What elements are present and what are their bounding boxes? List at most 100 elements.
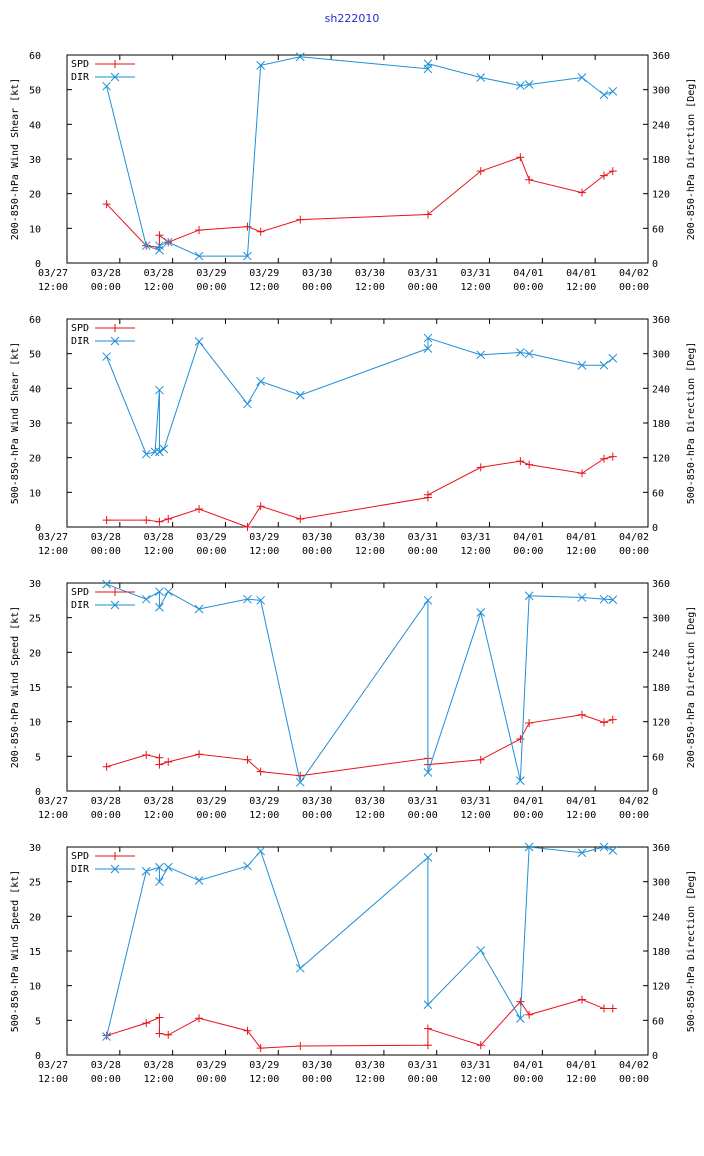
x-tick-date-label: 03/28 [91, 532, 121, 543]
x-tick-date-label: 03/28 [144, 268, 174, 279]
x-tick-time-label: 00:00 [619, 546, 649, 557]
data-point-dir [577, 360, 587, 370]
data-point-spd [516, 457, 525, 466]
right-y-tick-label: 300 [652, 350, 670, 361]
data-point-spd [243, 222, 252, 231]
data-point-dir [524, 842, 534, 852]
right-y-tick-label: 0 [652, 1051, 658, 1062]
left-y-tick-label: 10 [29, 224, 41, 235]
legend-label-spd: SPD [71, 59, 89, 70]
x-tick-time-label: 12:00 [566, 546, 596, 557]
data-point-dir [256, 595, 266, 605]
right-y-tick-label: 240 [652, 912, 670, 923]
x-tick-time-label: 00:00 [513, 546, 543, 557]
left-y-tick-label: 0 [35, 259, 41, 270]
series-line-spd [106, 456, 613, 528]
data-point-dir [141, 241, 151, 251]
data-point-spd [296, 515, 305, 524]
x-tick-date-label: 04/01 [513, 1060, 543, 1071]
data-point-dir [577, 593, 587, 602]
data-point-dir [577, 848, 587, 858]
x-tick-date-label: 04/01 [566, 796, 596, 807]
x-tick-date-label: 03/31 [408, 268, 438, 279]
right-y-tick-label: 60 [652, 752, 664, 763]
x-tick-date-label: 03/29 [196, 1060, 226, 1071]
x-tick-time-label: 00:00 [513, 1074, 543, 1085]
data-point-dir [102, 1032, 111, 1041]
data-point-dir [476, 946, 486, 955]
data-point-dir [243, 251, 252, 261]
data-point-spd [516, 735, 525, 743]
legend-label-dir: DIR [71, 864, 90, 875]
left-y-tick-label: 40 [29, 384, 41, 395]
x-tick-time-label: 00:00 [619, 810, 649, 821]
data-point-dir [476, 73, 486, 82]
data-point-dir [516, 81, 525, 90]
data-point-spd [195, 226, 204, 235]
legend-marker-dir [110, 600, 120, 610]
x-tick-date-label: 03/30 [355, 532, 385, 543]
x-tick-date-label: 04/02 [619, 268, 649, 279]
left-y-tick-label: 10 [29, 488, 41, 499]
x-tick-time-label: 00:00 [408, 810, 438, 821]
data-point-spd [608, 1004, 617, 1013]
data-point-spd [195, 504, 204, 513]
series-line-spd [106, 999, 613, 1049]
data-point-spd [142, 516, 151, 525]
data-point-spd [516, 997, 525, 1006]
legend-label-spd: SPD [71, 587, 89, 598]
x-tick-time-label: 12:00 [38, 810, 68, 821]
x-tick-time-label: 12:00 [355, 546, 385, 557]
data-point-dir [141, 594, 151, 604]
data-point-dir [163, 237, 173, 247]
plot-frame [66, 54, 649, 264]
left-y-tick-label: 5 [35, 1016, 41, 1027]
x-tick-date-label: 03/30 [355, 796, 385, 807]
data-point-spd [476, 167, 485, 176]
x-tick-date-label: 03/28 [144, 796, 174, 807]
x-tick-time-label: 12:00 [38, 546, 68, 557]
plot-frame [66, 846, 649, 1056]
data-point-spd [577, 469, 586, 478]
series-line-dir [106, 56, 613, 257]
x-tick-date-label: 03/30 [355, 268, 385, 279]
data-point-dir [155, 862, 164, 872]
data-point-dir [599, 842, 609, 852]
data-point-spd [476, 1041, 485, 1050]
chart-title: sh222010 [324, 12, 380, 25]
right-y-tick-label: 120 [652, 718, 670, 729]
data-point-dir [295, 777, 305, 787]
left-y-tick-label: 30 [29, 155, 41, 166]
x-tick-time-label: 12:00 [249, 1074, 279, 1085]
x-tick-time-label: 00:00 [91, 1074, 121, 1085]
left-y-tick-label: 40 [29, 120, 41, 131]
data-point-dir [256, 846, 266, 856]
data-point-spd [476, 463, 485, 472]
x-tick-time-label: 12:00 [144, 546, 174, 557]
x-tick-time-label: 12:00 [38, 282, 68, 293]
data-point-dir [155, 385, 164, 395]
data-point-spd [608, 715, 617, 724]
data-point-dir [155, 241, 164, 251]
x-tick-time-label: 12:00 [460, 546, 490, 557]
x-tick-time-label: 00:00 [408, 546, 438, 557]
series-line-dir [106, 583, 613, 784]
data-point-spd [256, 767, 265, 776]
x-tick-time-label: 12:00 [249, 546, 279, 557]
right-y-tick-label: 360 [652, 315, 670, 326]
left-y-tick-label: 50 [29, 86, 41, 97]
x-tick-time-label: 00:00 [196, 546, 226, 557]
data-point-dir [159, 444, 169, 454]
right-y-tick-label: 360 [652, 579, 670, 590]
x-tick-date-label: 03/29 [249, 1060, 279, 1071]
right-y-tick-label: 0 [652, 523, 658, 534]
left-y-tick-label: 0 [35, 787, 41, 798]
series-line-spd [106, 156, 614, 248]
data-point-spd [256, 1044, 265, 1053]
x-tick-date-label: 03/29 [249, 532, 279, 543]
legend-label-dir: DIR [71, 336, 90, 347]
series-line-spd [106, 714, 613, 777]
data-point-dir [141, 866, 151, 876]
data-point-spd [243, 523, 252, 531]
